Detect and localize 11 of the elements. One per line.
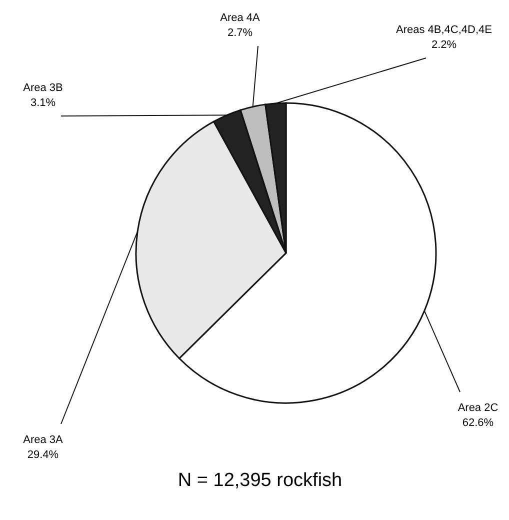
text: N = 12,395 rockfish bbox=[178, 470, 342, 491]
slice-label: Area 3A bbox=[23, 434, 64, 446]
slice-label: Area 4A bbox=[220, 12, 261, 24]
data-label: 2.2% bbox=[431, 39, 457, 51]
data-label: 3.1% bbox=[30, 97, 56, 109]
data-label: 2.7% bbox=[227, 27, 253, 39]
slice-label: Areas 4B,4C,4D,4E bbox=[396, 24, 492, 36]
data-label: 29.4% bbox=[27, 449, 59, 461]
slice-label: Area 3B bbox=[23, 82, 63, 94]
slice-label: Area 2C bbox=[458, 402, 498, 414]
data-label: 62.6% bbox=[462, 417, 494, 429]
